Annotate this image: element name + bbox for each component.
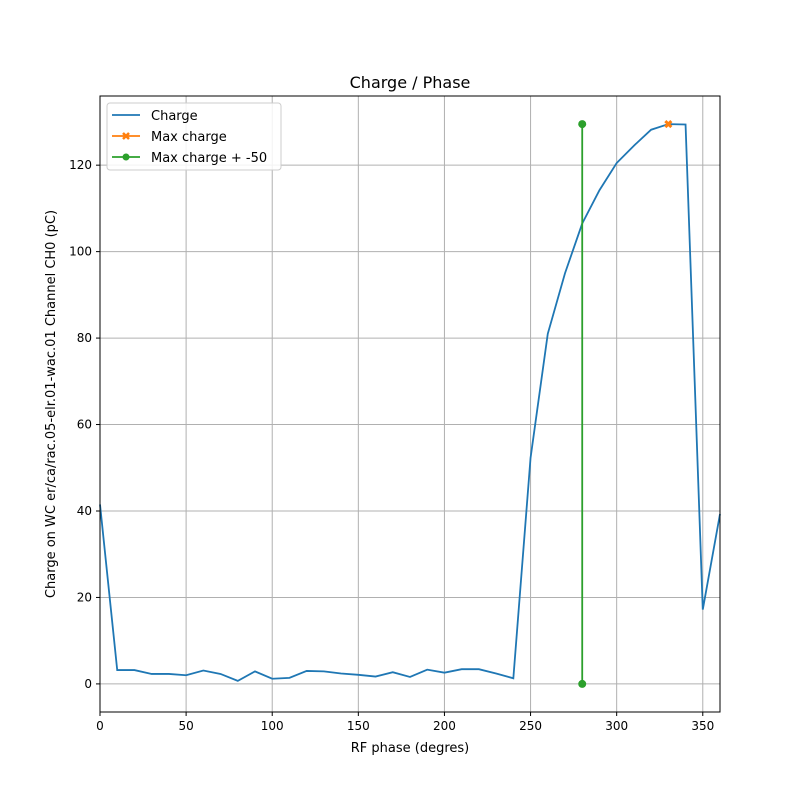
- x-tick-label: 350: [691, 719, 714, 733]
- grid: [99, 96, 720, 712]
- y-tick-label: 20: [77, 590, 92, 604]
- legend-box: [106, 102, 282, 171]
- x-tick-label: 100: [261, 719, 284, 733]
- data-point: [664, 120, 673, 129]
- x-tick-label: 300: [605, 719, 628, 733]
- plot-frame: [99, 95, 721, 713]
- x-axis: 0 50 100 150 200 250 300 350: [96, 712, 714, 733]
- legend-marker: [122, 132, 130, 140]
- chart-title: Charge / Phase: [350, 73, 471, 92]
- legend-label: Max charge: [151, 130, 227, 145]
- x-axis-label: RF phase (degres): [351, 741, 469, 756]
- x-tick-label: 150: [347, 719, 370, 733]
- series-line-0: [99, 123, 721, 682]
- x-tick-label: 200: [433, 719, 456, 733]
- data-point: [578, 120, 587, 129]
- y-axis-label: Charge on WC er/ca/rac.05-elr.01-wac.01 …: [44, 210, 59, 598]
- legend: Charge Max charge Max charge + -50: [106, 102, 282, 171]
- y-tick-label: 100: [69, 245, 92, 259]
- data-point: [578, 679, 587, 688]
- y-tick-label: 0: [84, 677, 92, 691]
- y-tick-label: 120: [69, 158, 92, 172]
- y-tick-label: 60: [77, 418, 92, 432]
- x-tick-label: 50: [178, 719, 193, 733]
- legend-label: Max charge + -50: [151, 151, 267, 166]
- x-tick-label: 250: [519, 719, 542, 733]
- x-marker: [664, 120, 673, 129]
- x-tick-label: 0: [96, 719, 104, 733]
- y-axis: 0 20 40 60 80 100 120: [69, 158, 100, 691]
- y-tick-label: 80: [77, 331, 92, 345]
- legend-marker: [122, 153, 130, 161]
- y-tick-label: 40: [77, 504, 92, 518]
- series-layer: [99, 120, 721, 688]
- legend-label: Charge: [151, 109, 198, 124]
